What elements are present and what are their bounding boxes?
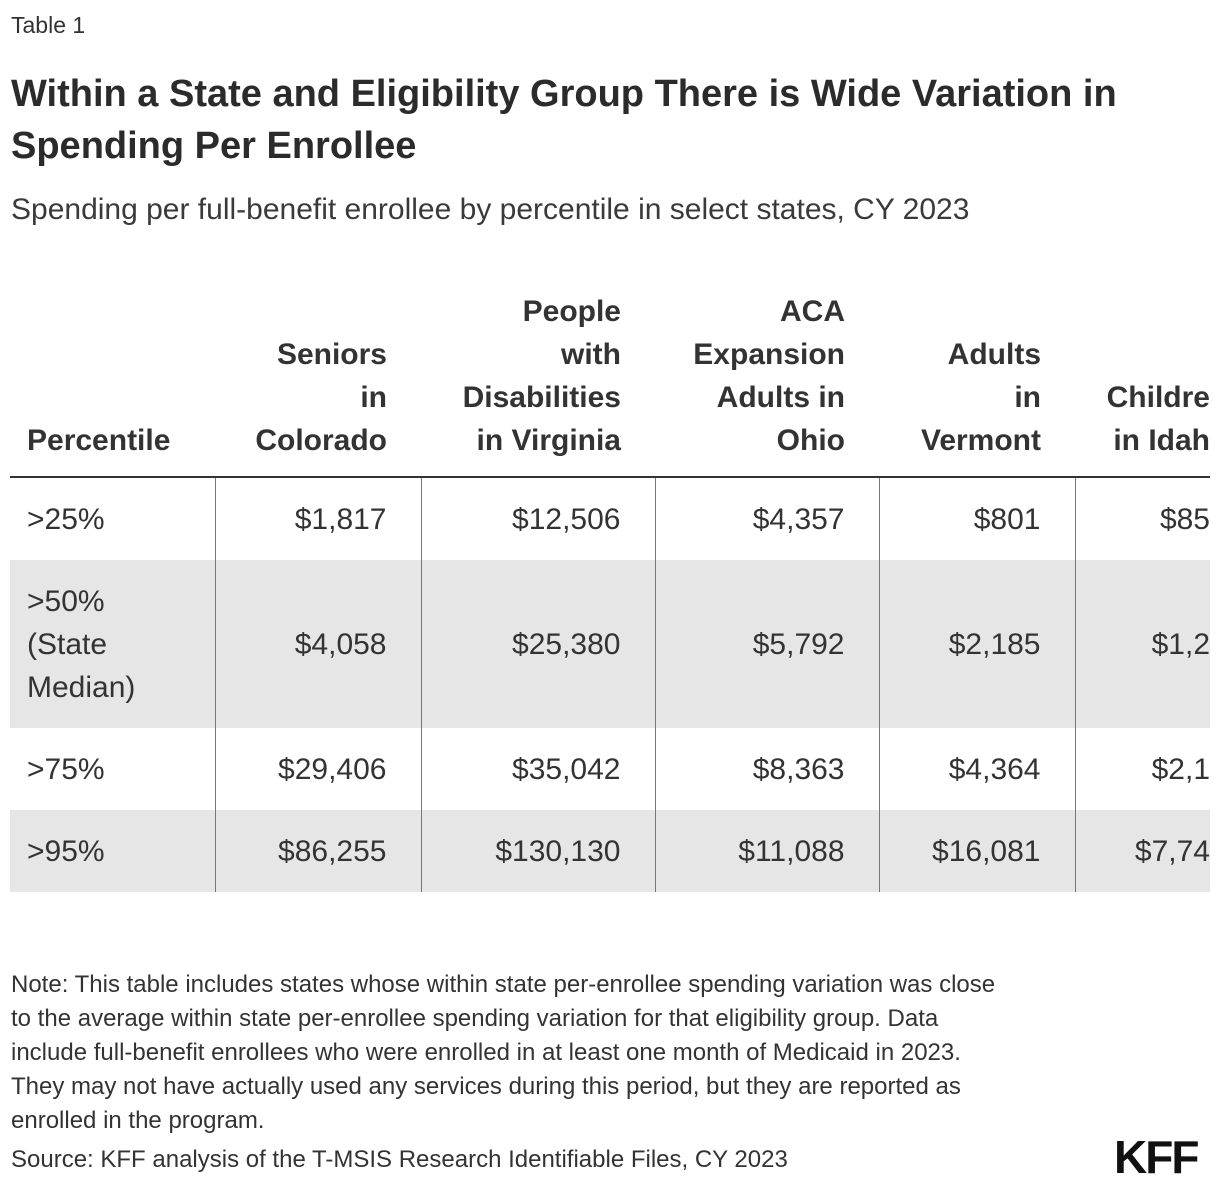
header-line: Expansion xyxy=(693,338,845,371)
header-line: in Idah xyxy=(1113,424,1210,457)
header-line: People xyxy=(522,295,621,328)
column-header: Adults in Vermont xyxy=(879,290,1075,478)
header-line: in xyxy=(1014,381,1041,414)
row-label: >25% xyxy=(10,477,216,560)
header-line: in Virginia xyxy=(476,424,621,457)
row-label: >75% xyxy=(10,728,216,810)
title: Within a State and Eligibility Group The… xyxy=(11,73,1117,167)
header-line: Percentile xyxy=(27,424,171,457)
table-cell: $4,357 xyxy=(655,477,880,560)
data-table: Percentile Seniors in Colorado People with Dis… xyxy=(10,290,1210,892)
header-line: Adults xyxy=(947,338,1041,371)
table-cell: $130,130 xyxy=(421,810,656,892)
column-header: People with Disabilities in Virginia xyxy=(421,290,655,478)
header-line: Childre xyxy=(1106,381,1210,414)
row-label: >50% (State Median) xyxy=(10,560,216,728)
header-line: Seniors xyxy=(276,338,387,371)
column-header: Childre in Idah xyxy=(1075,290,1210,478)
table-cell: $12,506 xyxy=(421,477,656,560)
table-cell: $35,042 xyxy=(421,728,656,810)
table-cell: $16,081 xyxy=(879,810,1076,892)
column-header: ACA Expansion Adults in Ohio xyxy=(655,290,879,478)
header-line: Vermont xyxy=(920,424,1041,457)
table-cell: $2,185 xyxy=(879,560,1076,728)
note-line: enrolled in the program. xyxy=(11,1107,265,1134)
logo: KFF xyxy=(1114,1131,1199,1183)
table-cell: $85 xyxy=(1159,502,1210,536)
column-header: Percentile xyxy=(10,290,215,478)
table-row: >50% (State Median) $4,058 $25,380 $5,792 $2,1… xyxy=(10,560,1210,728)
table-row: >25% $1,817 $12,506 $4,357 $801 $85 xyxy=(10,477,1210,560)
table-cell: $1,817 xyxy=(215,477,422,560)
header-line: ACA xyxy=(780,295,845,328)
table-cell: $801 xyxy=(879,477,1076,560)
header-line: Adults in xyxy=(716,381,845,414)
note-line: include full-benefit enrollees who were … xyxy=(11,1039,961,1066)
subtitle: Spending per full-benefit enrollee by pe… xyxy=(11,193,970,226)
row-label-line: >95% xyxy=(27,834,105,868)
table-cell: $4,058 xyxy=(215,560,422,728)
header-row: Percentile Seniors in Colorado People with Dis… xyxy=(10,290,1210,478)
source: Source: KFF analysis of the T-MSIS Resea… xyxy=(11,1146,788,1173)
row-label-line: >50% xyxy=(27,584,105,618)
table-cell: $25,380 xyxy=(421,560,656,728)
table-cell: $1,2 xyxy=(1075,560,1210,728)
header-line: in xyxy=(360,381,387,414)
table-label: Table 1 xyxy=(11,12,86,38)
row-label-line: >75% xyxy=(27,752,105,786)
row-label-line: (State xyxy=(27,627,108,661)
table-cell: $5,792 xyxy=(655,560,880,728)
note-line: to the average within state per-enrollee… xyxy=(11,1005,939,1032)
table-body: >25% $1,817 $12,506 $4,357 $801 $85 >50% (State… xyxy=(10,477,1210,892)
table-cell: $8,363 xyxy=(655,728,880,810)
table-cell: $4,364 xyxy=(879,728,1076,810)
table-cell: $2,1 xyxy=(1151,752,1210,786)
note-line: They may not have actually used any serv… xyxy=(11,1073,961,1100)
header-line: Ohio xyxy=(776,424,845,457)
table-cell: $7,74 xyxy=(1075,810,1210,892)
row-label-line: Median) xyxy=(27,670,136,704)
note: Note: This table includes states whose w… xyxy=(11,968,995,1138)
header-line: Disabilities xyxy=(462,381,621,414)
table-row: >95% $86,255 $130,130 $11,088 $16,081 $7,74 xyxy=(10,810,1210,892)
column-header: Seniors in Colorado xyxy=(215,290,421,478)
table-cell: $29,406 xyxy=(215,728,422,810)
table-row: >75% $29,406 $35,042 $8,363 $4,364 $2,1 xyxy=(10,728,1210,810)
header-line: with xyxy=(561,338,621,371)
row-label: >95% xyxy=(10,810,216,892)
row-label-line: >25% xyxy=(27,502,105,536)
table-cell: $86,255 xyxy=(215,810,422,892)
header-line: Colorado xyxy=(255,424,387,457)
note-line: Note: This table includes states whose w… xyxy=(11,971,996,998)
table-cell: $11,088 xyxy=(655,810,880,892)
